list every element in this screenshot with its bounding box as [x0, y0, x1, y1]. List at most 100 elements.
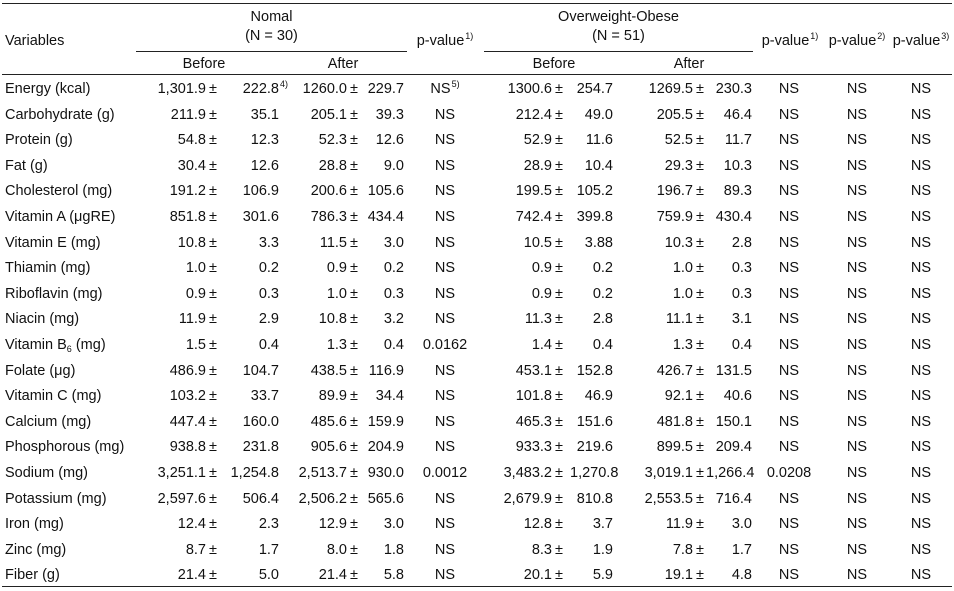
- plus-minus-sign: ±: [555, 209, 563, 225]
- p-value-2: NS: [846, 465, 868, 481]
- obese-before-sd: 46.9: [584, 388, 613, 405]
- plus-minus-sign: ±: [350, 439, 358, 456]
- normal-p-value: NS: [434, 157, 456, 174]
- normal-after-mean: 1.3: [326, 337, 347, 353]
- obese-after-sd: 0.4: [731, 337, 752, 353]
- plus-minus-sign: ±: [209, 285, 217, 302]
- normal-after-mean: 485.6: [310, 413, 347, 430]
- obese-after-sd: 430.4: [715, 209, 752, 225]
- plus-minus-sign: ±: [696, 285, 704, 302]
- obese-p-value: NS: [778, 337, 800, 353]
- plus-minus-sign: ±: [696, 413, 704, 430]
- plus-minus-sign: ±: [209, 541, 217, 558]
- obese-p-value: NS: [778, 132, 800, 149]
- obese-after-sd: 89.3: [723, 183, 752, 200]
- plus-minus-sign: ±: [350, 106, 358, 123]
- normal-p-value: NS: [434, 183, 456, 200]
- obese-before-sd: 11.6: [585, 132, 613, 149]
- variable-label: Folate (μg): [5, 362, 76, 379]
- header-normal-n: (N = 30): [245, 28, 298, 44]
- obese-after-sd: 3.0: [731, 516, 752, 533]
- pvalue-label: p-value: [416, 33, 465, 49]
- obese-after-sd: 0.3: [731, 260, 752, 277]
- plus-minus-sign: ±: [209, 260, 217, 277]
- normal-after-mean: 0.9: [326, 260, 347, 277]
- normal-after-sd: 204.9: [367, 439, 404, 456]
- plus-minus-sign: ±: [209, 413, 217, 430]
- p-value-2: NS: [846, 439, 868, 456]
- normal-before-mean: 10.8: [177, 234, 206, 251]
- normal-group-underline: [136, 51, 407, 52]
- obese-before-sd: 151.6: [576, 413, 613, 430]
- normal-before-mean: 191.2: [169, 183, 206, 200]
- p-value-3: NS: [910, 439, 932, 456]
- normal-before-sd: 5.0: [258, 567, 279, 584]
- plus-minus-sign: ±: [696, 183, 704, 200]
- normal-after-mean: 438.5: [310, 362, 347, 379]
- obese-before-sd: 399.8: [576, 209, 613, 225]
- obese-after-sd: 131.5: [715, 362, 752, 379]
- normal-after-sd: 229.7: [367, 81, 404, 97]
- normal-after-sd: 930.0: [367, 465, 404, 481]
- plus-minus-sign: ±: [209, 183, 217, 200]
- p-value-3: NS: [910, 209, 932, 225]
- plus-minus-sign: ±: [350, 132, 358, 149]
- plus-minus-sign: ±: [696, 234, 704, 251]
- plus-minus-sign: ±: [350, 81, 358, 97]
- obese-before-sd: 1.9: [592, 541, 613, 558]
- header-pvalue-2: p-value2): [824, 32, 890, 50]
- obese-before-sd: 0.4: [592, 337, 613, 353]
- variable-label: Sodium (mg): [5, 465, 88, 481]
- variable-label: Calcium (mg): [5, 413, 92, 430]
- obese-before-sd: 5.9: [592, 567, 613, 584]
- normal-before-sd: 2.3: [258, 516, 279, 533]
- normal-p-value: NS: [434, 132, 456, 149]
- normal-after-mean: 10.8: [318, 311, 347, 328]
- normal-p-value: NS: [434, 567, 456, 584]
- plus-minus-sign: ±: [555, 337, 563, 353]
- normal-before-mean: 12.4: [177, 516, 206, 533]
- normal-before-sd: 160.0: [242, 413, 279, 430]
- plus-minus-sign: ±: [350, 541, 358, 558]
- normal-p-value: NS: [434, 362, 456, 379]
- plus-minus-sign: ±: [209, 362, 217, 379]
- plus-minus-sign: ±: [350, 209, 358, 225]
- p-value-3: NS: [910, 132, 932, 149]
- obese-p-value: NS: [778, 413, 800, 430]
- obese-before-mean: 52.9: [523, 132, 552, 149]
- p-value-3: NS: [910, 260, 932, 277]
- plus-minus-sign: ±: [350, 388, 358, 405]
- obese-before-sd: 152.8: [576, 362, 613, 379]
- plus-minus-sign: ±: [209, 81, 217, 97]
- obese-after-mean: 10.3: [664, 234, 693, 251]
- normal-after-sd: 1.8: [383, 541, 404, 558]
- plus-minus-sign: ±: [350, 157, 358, 174]
- obese-after-sd: 0.3: [731, 285, 752, 302]
- normal-before-mean: 851.8: [169, 209, 206, 225]
- normal-before-sd: 12.3: [250, 132, 279, 149]
- normal-p-value: NS: [434, 106, 456, 123]
- obese-p-value: NS: [778, 285, 800, 302]
- obese-before-sd: 0.2: [592, 285, 613, 302]
- p-value-3: NS: [910, 413, 932, 430]
- obese-before-mean: 2,679.9: [503, 490, 552, 507]
- p-value-2: NS: [846, 362, 868, 379]
- plus-minus-sign: ±: [555, 567, 563, 584]
- plus-minus-sign: ±: [696, 541, 704, 558]
- plus-minus-sign: ±: [555, 541, 563, 558]
- obese-before-mean: 11.3: [524, 311, 552, 328]
- variable-label: Energy (kcal): [5, 81, 91, 97]
- obese-before-mean: 742.4: [515, 209, 552, 225]
- variable-label: Fiber (g): [5, 567, 60, 584]
- normal-after-sd: 9.0: [383, 157, 404, 174]
- variable-label: Vitamin B6 (mg): [5, 336, 135, 354]
- obese-after-mean: 426.7: [656, 362, 693, 379]
- normal-before-mean: 938.8: [169, 439, 206, 456]
- plus-minus-sign: ±: [696, 465, 704, 481]
- normal-after-sd: 159.9: [367, 413, 404, 430]
- normal-before-mean: 1.5: [185, 337, 206, 353]
- pvalue-label: p-value: [761, 33, 810, 49]
- pvalue-sup: 2): [877, 31, 886, 41]
- obese-after-sd: 10.3: [723, 157, 752, 174]
- obese-after-sd: 3.1: [731, 311, 752, 328]
